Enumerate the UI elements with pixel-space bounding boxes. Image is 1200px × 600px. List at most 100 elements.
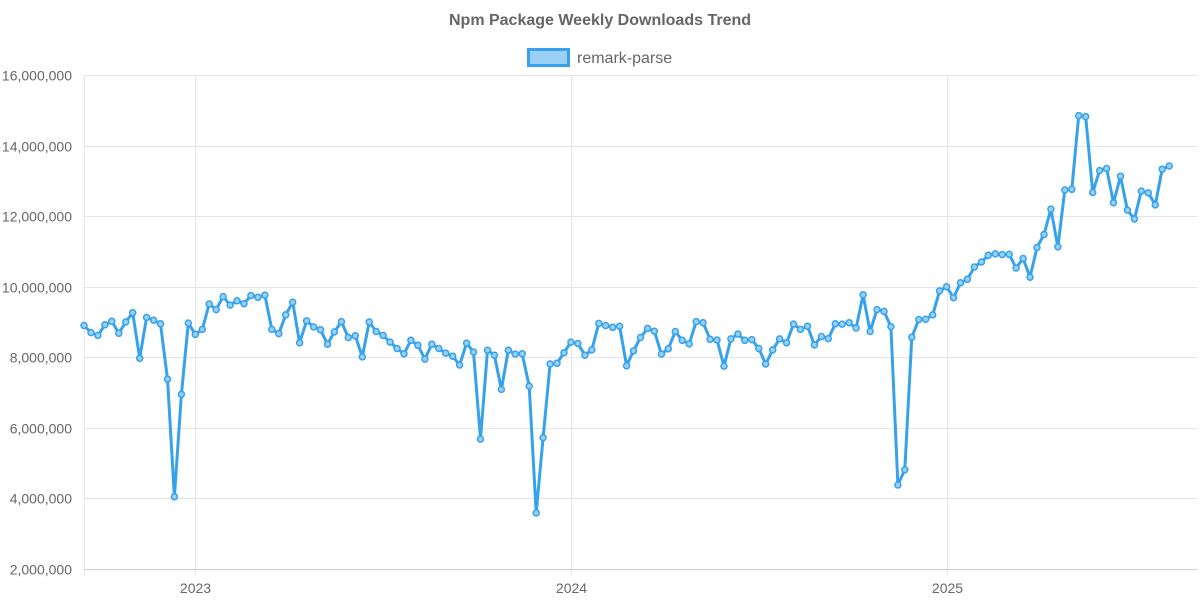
data-point xyxy=(490,351,499,359)
y-tick-label: 8,000,000 xyxy=(10,350,72,366)
data-point xyxy=(887,322,895,331)
data-point xyxy=(699,318,707,327)
data-point xyxy=(991,250,1000,258)
data-point xyxy=(448,352,457,360)
data-point xyxy=(984,251,993,260)
data-point xyxy=(629,347,638,355)
data-point xyxy=(796,325,805,334)
data-point xyxy=(1144,189,1153,197)
data-point xyxy=(455,361,464,369)
data-point xyxy=(1012,264,1020,272)
data-point xyxy=(316,326,325,334)
data-point xyxy=(268,325,276,334)
data-point xyxy=(330,328,339,336)
data-point xyxy=(1061,186,1069,194)
data-point xyxy=(344,333,353,342)
data-point xyxy=(80,321,88,330)
data-point xyxy=(588,346,596,354)
data-point xyxy=(1074,111,1083,120)
chart-title: Npm Package Weekly Downloads Trend xyxy=(449,12,751,29)
data-point xyxy=(149,316,158,324)
data-point xyxy=(553,359,561,368)
data-point xyxy=(838,320,846,328)
data-point xyxy=(1005,250,1013,259)
data-point xyxy=(720,362,728,370)
data-point xyxy=(622,362,631,370)
y-tick-label: 2,000,000 xyxy=(10,562,72,578)
data-point xyxy=(949,293,958,302)
data-point xyxy=(1088,188,1097,197)
y-tick-label: 14,000,000 xyxy=(2,139,72,155)
data-point xyxy=(1137,187,1146,195)
data-point xyxy=(462,339,471,347)
data-point xyxy=(163,375,172,383)
data-point xyxy=(372,327,380,336)
data-point xyxy=(755,344,763,353)
data-point xyxy=(873,305,881,314)
data-point xyxy=(233,297,241,305)
data-point xyxy=(866,327,874,336)
data-point xyxy=(156,320,165,328)
data-point xyxy=(219,292,227,301)
data-point xyxy=(810,341,819,349)
data-point xyxy=(956,279,965,287)
data-point xyxy=(643,324,652,333)
legend[interactable]: remark-parse xyxy=(527,48,673,68)
data-point xyxy=(414,341,422,350)
data-point xyxy=(184,319,193,327)
data-point xyxy=(1109,198,1118,207)
data-point xyxy=(977,258,986,266)
legend-swatch xyxy=(527,48,570,67)
data-point xyxy=(595,319,603,328)
data-point xyxy=(121,318,130,326)
data-point xyxy=(657,350,666,358)
data-point xyxy=(226,301,234,309)
data-point xyxy=(880,307,888,316)
data-point xyxy=(525,382,533,390)
data-point xyxy=(845,318,853,327)
data-point xyxy=(365,318,373,326)
data-point xyxy=(824,334,833,343)
data-point xyxy=(288,298,297,306)
data-point xyxy=(970,263,979,271)
x-axis-ticks: 2023 2024 2025 xyxy=(180,580,963,596)
data-point xyxy=(706,335,714,344)
data-point xyxy=(574,339,582,348)
data-point xyxy=(831,320,840,328)
data-point xyxy=(650,327,659,335)
y-axis-ticks: 2,000,000 4,000,000 6,000,000 8,000,000 10,0… xyxy=(2,68,72,578)
data-point xyxy=(441,349,450,357)
data-point xyxy=(921,315,930,323)
data-point xyxy=(247,291,255,300)
data-point xyxy=(337,317,346,326)
x-tick-label: 2023 xyxy=(180,580,211,596)
data-point xyxy=(894,481,902,489)
data-point xyxy=(295,339,304,347)
data-point xyxy=(281,311,290,319)
data-point xyxy=(212,305,220,314)
data-point xyxy=(1033,243,1041,252)
y-tick-label: 6,000,000 xyxy=(10,421,72,437)
data-point xyxy=(692,317,700,326)
data-point xyxy=(963,275,972,284)
data-point xyxy=(942,282,951,291)
data-point xyxy=(379,331,387,340)
data-point xyxy=(713,336,721,344)
data-point xyxy=(198,325,207,334)
data-point xyxy=(115,329,123,338)
data-point xyxy=(135,354,144,363)
data-point xyxy=(275,329,283,338)
data-point xyxy=(615,322,624,330)
data-point xyxy=(1068,185,1076,194)
y-tick-label: 10,000,000 xyxy=(2,280,72,296)
data-point xyxy=(261,291,269,299)
legend-label-remark-parse: remark-parse xyxy=(577,50,672,67)
data-point xyxy=(407,336,415,345)
data-point xyxy=(504,346,513,354)
data-point xyxy=(664,345,673,353)
data-point xyxy=(101,321,109,329)
data-point xyxy=(254,293,262,302)
data-point xyxy=(1054,243,1062,251)
